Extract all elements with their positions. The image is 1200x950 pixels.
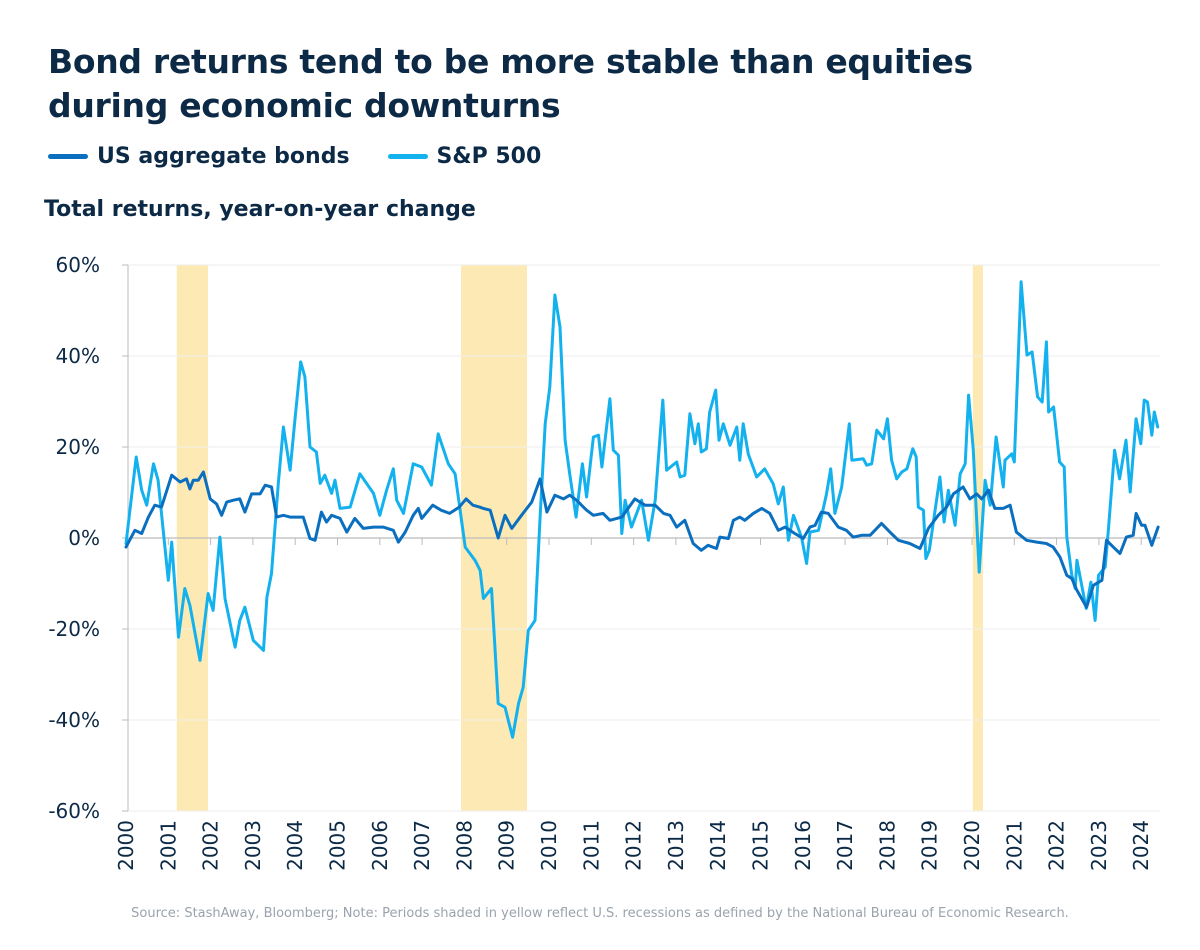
x-tick-label: 2006 — [368, 820, 392, 871]
x-tick-label: 2018 — [875, 820, 899, 871]
legend-swatch-bonds — [48, 154, 88, 159]
x-tick-label: 2022 — [1045, 820, 1069, 871]
x-tick-label: 2001 — [156, 820, 180, 871]
x-tick-label: 2015 — [749, 820, 773, 871]
x-tick-label: 2007 — [410, 820, 434, 871]
y-tick-label: 40% — [56, 344, 100, 368]
legend-item-sp500: S&P 500 — [387, 144, 542, 169]
y-tick-label: 20% — [56, 435, 100, 459]
x-tick-label: 2011 — [579, 820, 603, 871]
x-tick-label: 2023 — [1087, 820, 1111, 871]
x-tick-label: 2005 — [326, 820, 350, 871]
x-tick-label: 2021 — [1002, 820, 1026, 871]
source-note: Source: StashAway, Bloomberg; Note: Peri… — [131, 906, 1069, 921]
x-tick-label: 2003 — [241, 820, 265, 871]
x-tick-label: 2012 — [622, 820, 646, 871]
x-tick-label: 2019 — [918, 820, 942, 871]
legend-swatch-sp500 — [387, 154, 428, 159]
x-tick-label: 2014 — [706, 820, 730, 871]
series-line-us-aggregate-bonds — [124, 470, 1160, 609]
series-line-sp500 — [124, 280, 1160, 739]
x-tick-label: 2000 — [114, 820, 138, 871]
x-tick-label: 2010 — [537, 820, 561, 871]
x-tick-label: 2013 — [664, 820, 688, 871]
x-tick-label: 2020 — [960, 820, 984, 871]
chart-title: Bond returns tend to be more stable than… — [48, 42, 973, 125]
legend-item-bonds: US aggregate bonds — [48, 144, 350, 169]
y-tick-label: 60% — [56, 253, 100, 277]
y-tick-label: -60% — [48, 799, 100, 823]
legend-label-bonds: US aggregate bonds — [97, 144, 350, 169]
x-tick-label: 2024 — [1129, 820, 1153, 871]
y-tick-label: -40% — [48, 708, 100, 732]
x-tick-label: 2009 — [495, 820, 519, 871]
y-tick-label: 0% — [68, 526, 100, 550]
y-tick-label: -20% — [48, 617, 100, 641]
legend: US aggregate bonds S&P 500 — [48, 144, 579, 169]
x-tick-label: 2002 — [199, 820, 223, 871]
x-tick-label: 2016 — [791, 820, 815, 871]
x-tick-label: 2008 — [452, 820, 476, 871]
x-tick-label: 2017 — [833, 820, 857, 871]
x-tick-label: 2004 — [283, 820, 307, 871]
legend-label-sp500: S&P 500 — [436, 144, 542, 169]
y-axis-label: Total returns, year-on-year change — [44, 197, 476, 222]
